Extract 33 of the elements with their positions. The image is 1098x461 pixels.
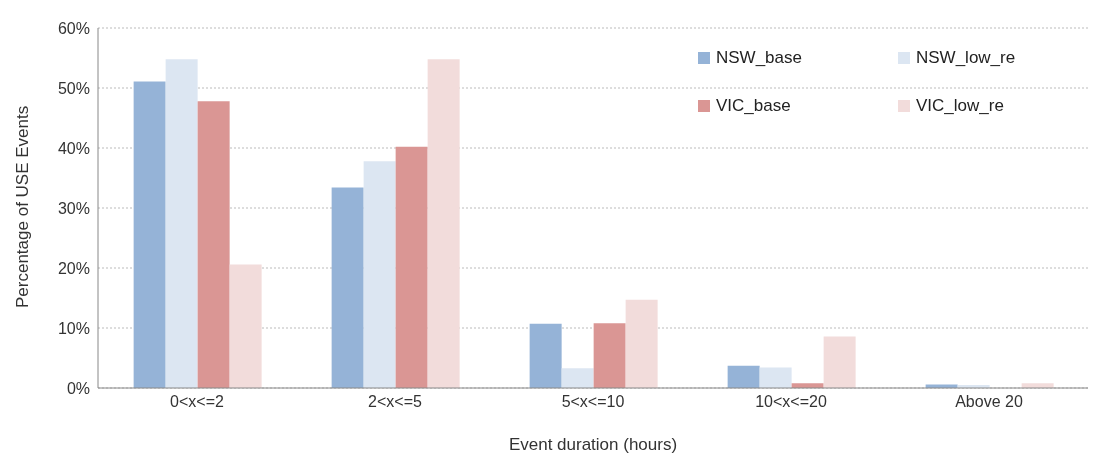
y-tick-label: 20% [57,259,90,277]
bar [133,81,166,388]
bar [593,323,626,388]
bar [197,101,230,388]
y-tick-label: 10% [57,319,90,337]
x-tick-label: 0<x<=2 [170,393,225,411]
bar [363,161,396,388]
x-tick-label: Above 20 [955,393,1023,411]
bar [331,187,364,388]
legend-label: NSW_low_re [916,48,1016,68]
y-tick-label: 40% [57,139,90,157]
bar [727,365,760,388]
bar [823,336,856,388]
bar [427,59,460,388]
x-tick-label: 5<x<=10 [561,393,625,411]
bar [165,59,198,388]
legend-label: VIC_low_re [916,96,1004,116]
y-tick-label: 60% [57,19,90,37]
bar [229,264,262,388]
y-tick-label: 50% [57,79,90,97]
bar [529,323,562,388]
x-axis-title: Event duration (hours) [508,435,678,454]
bar [395,146,428,388]
x-tick-label: 2<x<=5 [368,393,423,411]
bar [625,299,658,388]
bar [759,367,792,388]
y-tick-label: 0% [66,379,90,397]
x-tick-label: 10<x<=20 [755,393,827,411]
y-tick-label: 30% [57,199,90,217]
legend-label: NSW_base [716,48,802,68]
legend-label: VIC_base [716,96,791,116]
bar [561,368,594,388]
y-axis-title: Percentage of USE Events [13,105,33,308]
